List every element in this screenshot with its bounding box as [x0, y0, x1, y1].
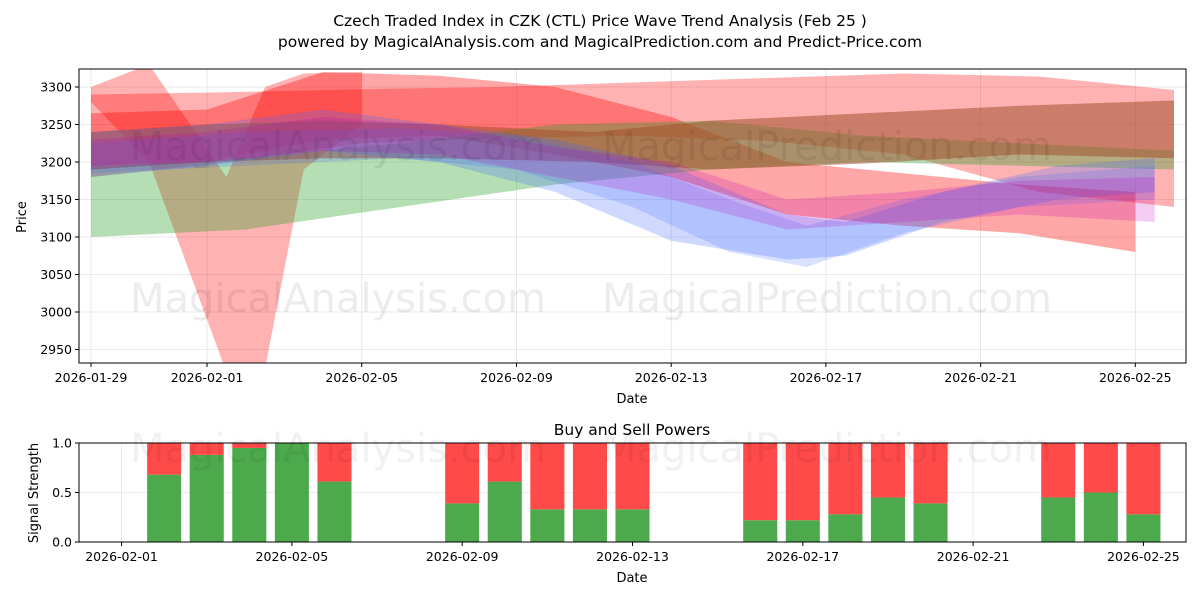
sell-bar	[785, 443, 820, 521]
watermark-left-top: MagicalAnalysis.com	[130, 124, 546, 170]
sell-bar	[147, 443, 182, 475]
sell-bar	[487, 443, 522, 482]
sell-bar	[530, 443, 565, 510]
buy-bar	[615, 509, 650, 542]
bottom-xtick-label: 2026-02-25	[1107, 549, 1180, 564]
top-xtick-label: 2026-02-21	[944, 370, 1017, 385]
buy-bar	[232, 447, 267, 542]
buy-bar	[274, 443, 309, 542]
bottom-axes: 0.0 0.5 1.0 2026-02-01 2026-02-05 2026-02-09 2…	[52, 436, 1180, 565]
top-xtick-label: 2026-02-25	[1099, 370, 1172, 385]
bottom-xtick-label: 2026-02-13	[596, 549, 669, 564]
sell-bar	[870, 443, 905, 498]
top-ytick-label: 3300	[40, 80, 72, 95]
sell-bar	[232, 443, 267, 448]
buy-sell-chart: Buy and Sell Powers MagicalAnalysis.com …	[27, 421, 1187, 586]
bottom-ytick-label: 0.5	[52, 485, 72, 500]
top-ytick-label: 2950	[40, 342, 72, 357]
buy-bar	[828, 514, 863, 542]
buy-bar	[530, 509, 565, 542]
buy-bar	[1083, 492, 1118, 542]
price-wave-chart: MagicalAnalysis.com MagicalPrediction.co…	[15, 68, 1187, 407]
sell-bar	[615, 443, 650, 510]
wave-band-brown-wave	[91, 100, 1174, 170]
bottom-ylabel: Signal Strength	[27, 443, 42, 543]
sell-bar	[1083, 443, 1118, 493]
top-xtick-label: 2026-02-13	[635, 370, 708, 385]
wave-band-red-wave-wide	[91, 73, 1174, 207]
top-ytick-label: 3000	[40, 305, 72, 320]
bottom-xlabel: Date	[616, 571, 647, 586]
bars	[147, 443, 1161, 542]
watermark-left-bottom: MagicalAnalysis.com	[130, 426, 546, 472]
bottom-chart-title: Buy and Sell Powers	[554, 421, 711, 439]
top-ylabel: Price	[15, 201, 30, 233]
top-ytick-label: 3100	[40, 230, 72, 245]
sell-bar	[445, 443, 480, 504]
chart-title-line1: Czech Traded Index in CZK (CTL) Price Wa…	[333, 12, 867, 30]
bottom-xtick-label: 2026-02-17	[766, 549, 839, 564]
buy-bar	[317, 481, 352, 542]
bottom-xtick-label: 2026-02-05	[256, 549, 329, 564]
buy-bar	[572, 509, 607, 542]
bottom-ytick-label: 0.0	[52, 535, 72, 550]
top-ytick-label: 3250	[40, 117, 72, 132]
top-axes: 2950 3000 3050 3100 3150 3200 3250 3300 2026-01-…	[40, 80, 1171, 386]
top-ytick-label: 3050	[40, 267, 72, 282]
top-xtick-label: 2026-02-09	[480, 370, 553, 385]
buy-bar	[870, 497, 905, 542]
buy-bar	[1041, 497, 1076, 542]
bottom-ytick-label: 1.0	[52, 436, 72, 451]
bottom-xtick-label: 2026-02-01	[85, 549, 158, 564]
wave-bands	[91, 69, 1174, 363]
sell-bar	[572, 443, 607, 510]
buy-bar	[445, 503, 480, 542]
buy-bar	[785, 520, 820, 542]
sell-bar	[189, 443, 224, 455]
buy-bar	[147, 474, 182, 542]
buy-bar	[743, 520, 778, 542]
top-xtick-label: 2026-02-05	[325, 370, 398, 385]
top-xlabel: Date	[616, 392, 647, 407]
top-xtick-label: 2026-01-29	[55, 370, 128, 385]
sell-bar	[913, 443, 948, 504]
wave-band-magenta-wave	[91, 117, 1155, 230]
watermark-right-top: MagicalPrediction.com	[602, 124, 1052, 170]
sell-bar	[1041, 443, 1076, 498]
buy-bar	[1126, 514, 1161, 542]
top-xtick-label: 2026-02-01	[171, 370, 244, 385]
bottom-xtick-label: 2026-02-21	[937, 549, 1010, 564]
sell-bar	[828, 443, 863, 515]
watermark-right-mid: MagicalPrediction.com	[602, 276, 1052, 322]
bottom-xtick-label: 2026-02-09	[426, 549, 499, 564]
buy-bar	[487, 481, 522, 542]
sell-bar	[743, 443, 778, 521]
buy-bar	[189, 454, 224, 542]
top-ytick-label: 3200	[40, 155, 72, 170]
sell-bar	[317, 443, 352, 482]
watermark-right-bottom: MagicalPrediction.com	[602, 426, 1052, 472]
buy-bar	[913, 503, 948, 542]
top-plot-frame	[78, 68, 1187, 364]
sell-bar	[1126, 443, 1161, 515]
chart-title-line2: powered by MagicalAnalysis.com and Magic…	[278, 33, 922, 51]
wave-band-blue-wave-b	[91, 128, 1155, 267]
wave-band-blue-wave-a	[91, 109, 1155, 260]
watermark-left-mid: MagicalAnalysis.com	[130, 276, 546, 322]
top-ytick-label: 3150	[40, 192, 72, 207]
top-xtick-label: 2026-02-17	[790, 370, 863, 385]
